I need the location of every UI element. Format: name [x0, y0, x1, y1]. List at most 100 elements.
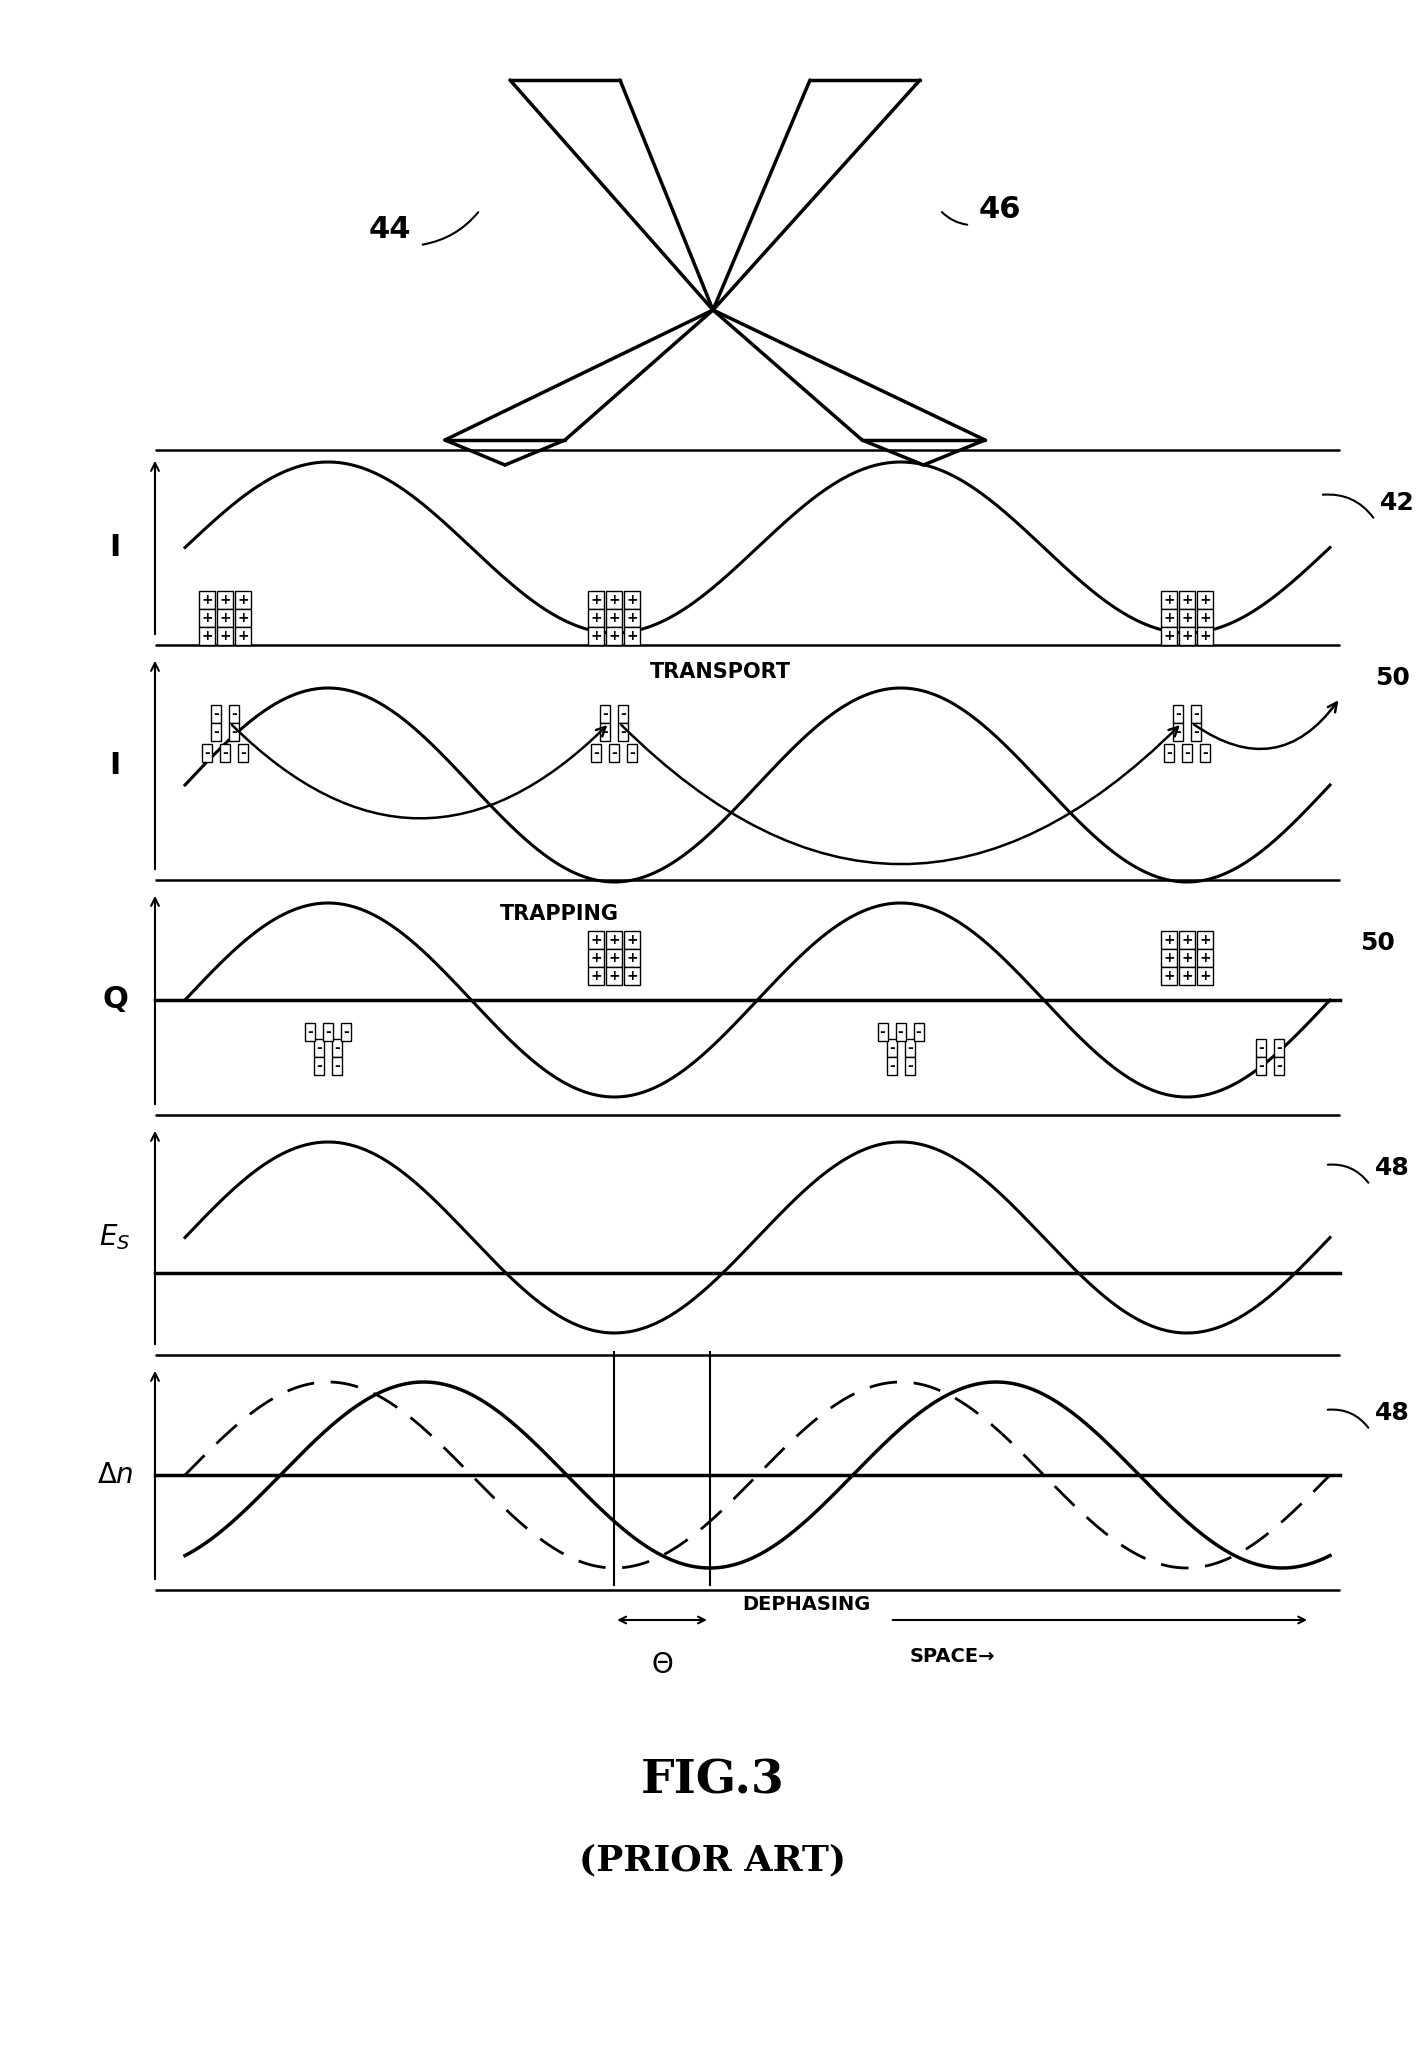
Text: -: - — [307, 1025, 312, 1040]
Text: +: + — [1181, 630, 1192, 642]
Text: +: + — [590, 934, 602, 946]
Text: -: - — [1276, 1042, 1282, 1054]
Text: +: + — [1181, 951, 1192, 965]
Text: -: - — [212, 725, 218, 739]
Text: +: + — [220, 592, 231, 607]
Text: -: - — [907, 1042, 913, 1054]
Text: +: + — [237, 630, 248, 642]
Text: +: + — [1199, 630, 1211, 642]
Text: 48: 48 — [1375, 1156, 1410, 1180]
Text: +: + — [201, 630, 212, 642]
Text: 50: 50 — [1360, 932, 1395, 955]
Text: -: - — [1166, 746, 1172, 760]
Text: +: + — [609, 611, 620, 625]
Text: +: + — [237, 592, 248, 607]
Text: -: - — [593, 746, 599, 760]
Text: -: - — [915, 1025, 921, 1040]
Text: +: + — [201, 592, 212, 607]
Text: TRANSPORT: TRANSPORT — [649, 663, 790, 681]
Text: +: + — [1199, 951, 1211, 965]
Text: FIG.3: FIG.3 — [642, 1756, 784, 1804]
Text: +: + — [590, 592, 602, 607]
Text: (PRIOR ART): (PRIOR ART) — [579, 1843, 847, 1876]
Text: +: + — [626, 592, 639, 607]
Text: -: - — [888, 1058, 894, 1073]
Text: +: + — [1164, 951, 1175, 965]
Text: +: + — [590, 951, 602, 965]
Text: -: - — [325, 1025, 331, 1040]
Text: I: I — [110, 750, 121, 779]
Text: -: - — [1194, 706, 1199, 721]
Text: -: - — [612, 746, 617, 760]
Text: -: - — [603, 706, 609, 721]
Text: +: + — [1164, 592, 1175, 607]
Text: -: - — [1194, 725, 1199, 739]
Text: 46: 46 — [978, 195, 1021, 224]
Text: +: + — [1164, 611, 1175, 625]
Text: 42: 42 — [1380, 491, 1415, 516]
Text: +: + — [609, 969, 620, 984]
Text: +: + — [1199, 592, 1211, 607]
Text: -: - — [898, 1025, 904, 1040]
Text: -: - — [334, 1058, 339, 1073]
Text: $\Delta n$: $\Delta n$ — [97, 1460, 134, 1489]
Text: +: + — [1164, 630, 1175, 642]
Text: +: + — [237, 611, 248, 625]
Text: +: + — [1181, 934, 1192, 946]
Text: $\Theta$: $\Theta$ — [650, 1651, 673, 1680]
Text: +: + — [1199, 611, 1211, 625]
Text: +: + — [1164, 934, 1175, 946]
Text: +: + — [1181, 611, 1192, 625]
Text: +: + — [1199, 969, 1211, 984]
Text: -: - — [1258, 1058, 1263, 1073]
Text: -: - — [1175, 706, 1181, 721]
Text: 48: 48 — [1375, 1400, 1410, 1425]
Text: +: + — [609, 592, 620, 607]
Text: -: - — [1184, 746, 1189, 760]
Text: +: + — [201, 611, 212, 625]
Text: +: + — [590, 630, 602, 642]
Text: 50: 50 — [1375, 667, 1410, 690]
Text: +: + — [626, 611, 639, 625]
Text: -: - — [907, 1058, 913, 1073]
Text: Q: Q — [103, 986, 128, 1015]
Text: $E_S$: $E_S$ — [100, 1222, 131, 1253]
Text: -: - — [888, 1042, 894, 1054]
Text: -: - — [1202, 746, 1208, 760]
Text: +: + — [1181, 592, 1192, 607]
Text: -: - — [231, 706, 237, 721]
Text: -: - — [222, 746, 228, 760]
Text: -: - — [317, 1058, 322, 1073]
Text: +: + — [590, 611, 602, 625]
Text: SPACE→: SPACE→ — [910, 1646, 995, 1665]
Text: +: + — [590, 969, 602, 984]
Text: -: - — [204, 746, 210, 760]
Text: -: - — [1258, 1042, 1263, 1054]
Text: -: - — [317, 1042, 322, 1054]
Text: +: + — [1181, 969, 1192, 984]
Text: +: + — [220, 611, 231, 625]
Text: I: I — [110, 532, 121, 561]
Text: +: + — [1164, 969, 1175, 984]
Text: +: + — [626, 969, 639, 984]
Text: DEPHASING: DEPHASING — [742, 1595, 870, 1613]
Text: TRAPPING: TRAPPING — [501, 905, 619, 924]
Text: -: - — [603, 725, 609, 739]
Text: -: - — [1175, 725, 1181, 739]
Text: +: + — [626, 951, 639, 965]
Text: +: + — [626, 934, 639, 946]
Text: +: + — [609, 934, 620, 946]
Text: +: + — [609, 951, 620, 965]
Text: +: + — [609, 630, 620, 642]
Text: -: - — [334, 1042, 339, 1054]
Text: -: - — [880, 1025, 886, 1040]
Text: +: + — [220, 630, 231, 642]
Text: -: - — [231, 725, 237, 739]
Text: -: - — [1276, 1058, 1282, 1073]
Text: 44: 44 — [369, 215, 411, 244]
Text: -: - — [620, 725, 626, 739]
Text: -: - — [240, 746, 245, 760]
Text: +: + — [626, 630, 639, 642]
Text: +: + — [1199, 934, 1211, 946]
Text: -: - — [629, 746, 635, 760]
